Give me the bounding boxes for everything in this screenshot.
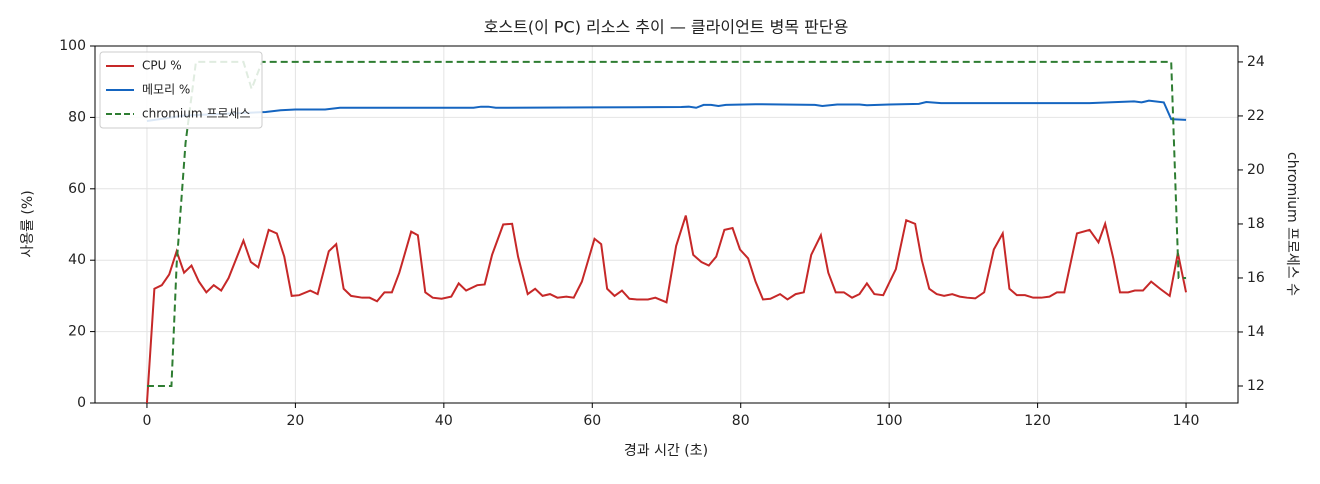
x-tick-label: 40 [435,413,453,429]
plot-frame [94,45,1239,404]
y-tick-label: 80 [68,109,86,125]
y-tick-label: 40 [68,252,86,268]
y2-tick-label: 20 [1247,162,1265,178]
x-tick-label: 140 [1173,413,1200,429]
y2-tick-label: 24 [1247,54,1265,70]
y2-tick-label: 12 [1247,378,1265,394]
y-tick-label: 20 [68,324,86,340]
y-tick-label: 60 [68,181,86,197]
y2-axis-label: chromium 프로세스 수 [1284,152,1300,296]
y-axis-label: 사용률 (%) [20,190,36,257]
x-tick-label: 60 [583,413,601,429]
x-tick-label: 0 [142,413,151,429]
y2-tick-label: 14 [1247,324,1265,340]
x-tick-label: 100 [876,413,903,429]
y-tick-label: 0 [77,395,86,411]
y-tick-label: 100 [59,38,86,54]
y2-tick-label: 18 [1247,216,1265,232]
y2-tick-label: 16 [1247,270,1265,286]
legend-label: chromium 프로세스 [142,107,251,121]
x-tick-label: 20 [286,413,304,429]
legend-label: 메모리 % [142,83,190,97]
x-axis-label: 경과 시간 (초) [624,443,708,459]
series-line [145,215,1188,404]
x-tick-label: 80 [732,413,750,429]
legend-label: CPU % [142,59,182,73]
chart-title: 호스트(이 PC) 리소스 추이 — 클라이언트 병목 판단용 [484,18,849,37]
legend-box [99,51,263,129]
series-line [146,99,1187,122]
x-tick-label: 120 [1024,413,1051,429]
y2-tick-label: 22 [1247,108,1265,124]
